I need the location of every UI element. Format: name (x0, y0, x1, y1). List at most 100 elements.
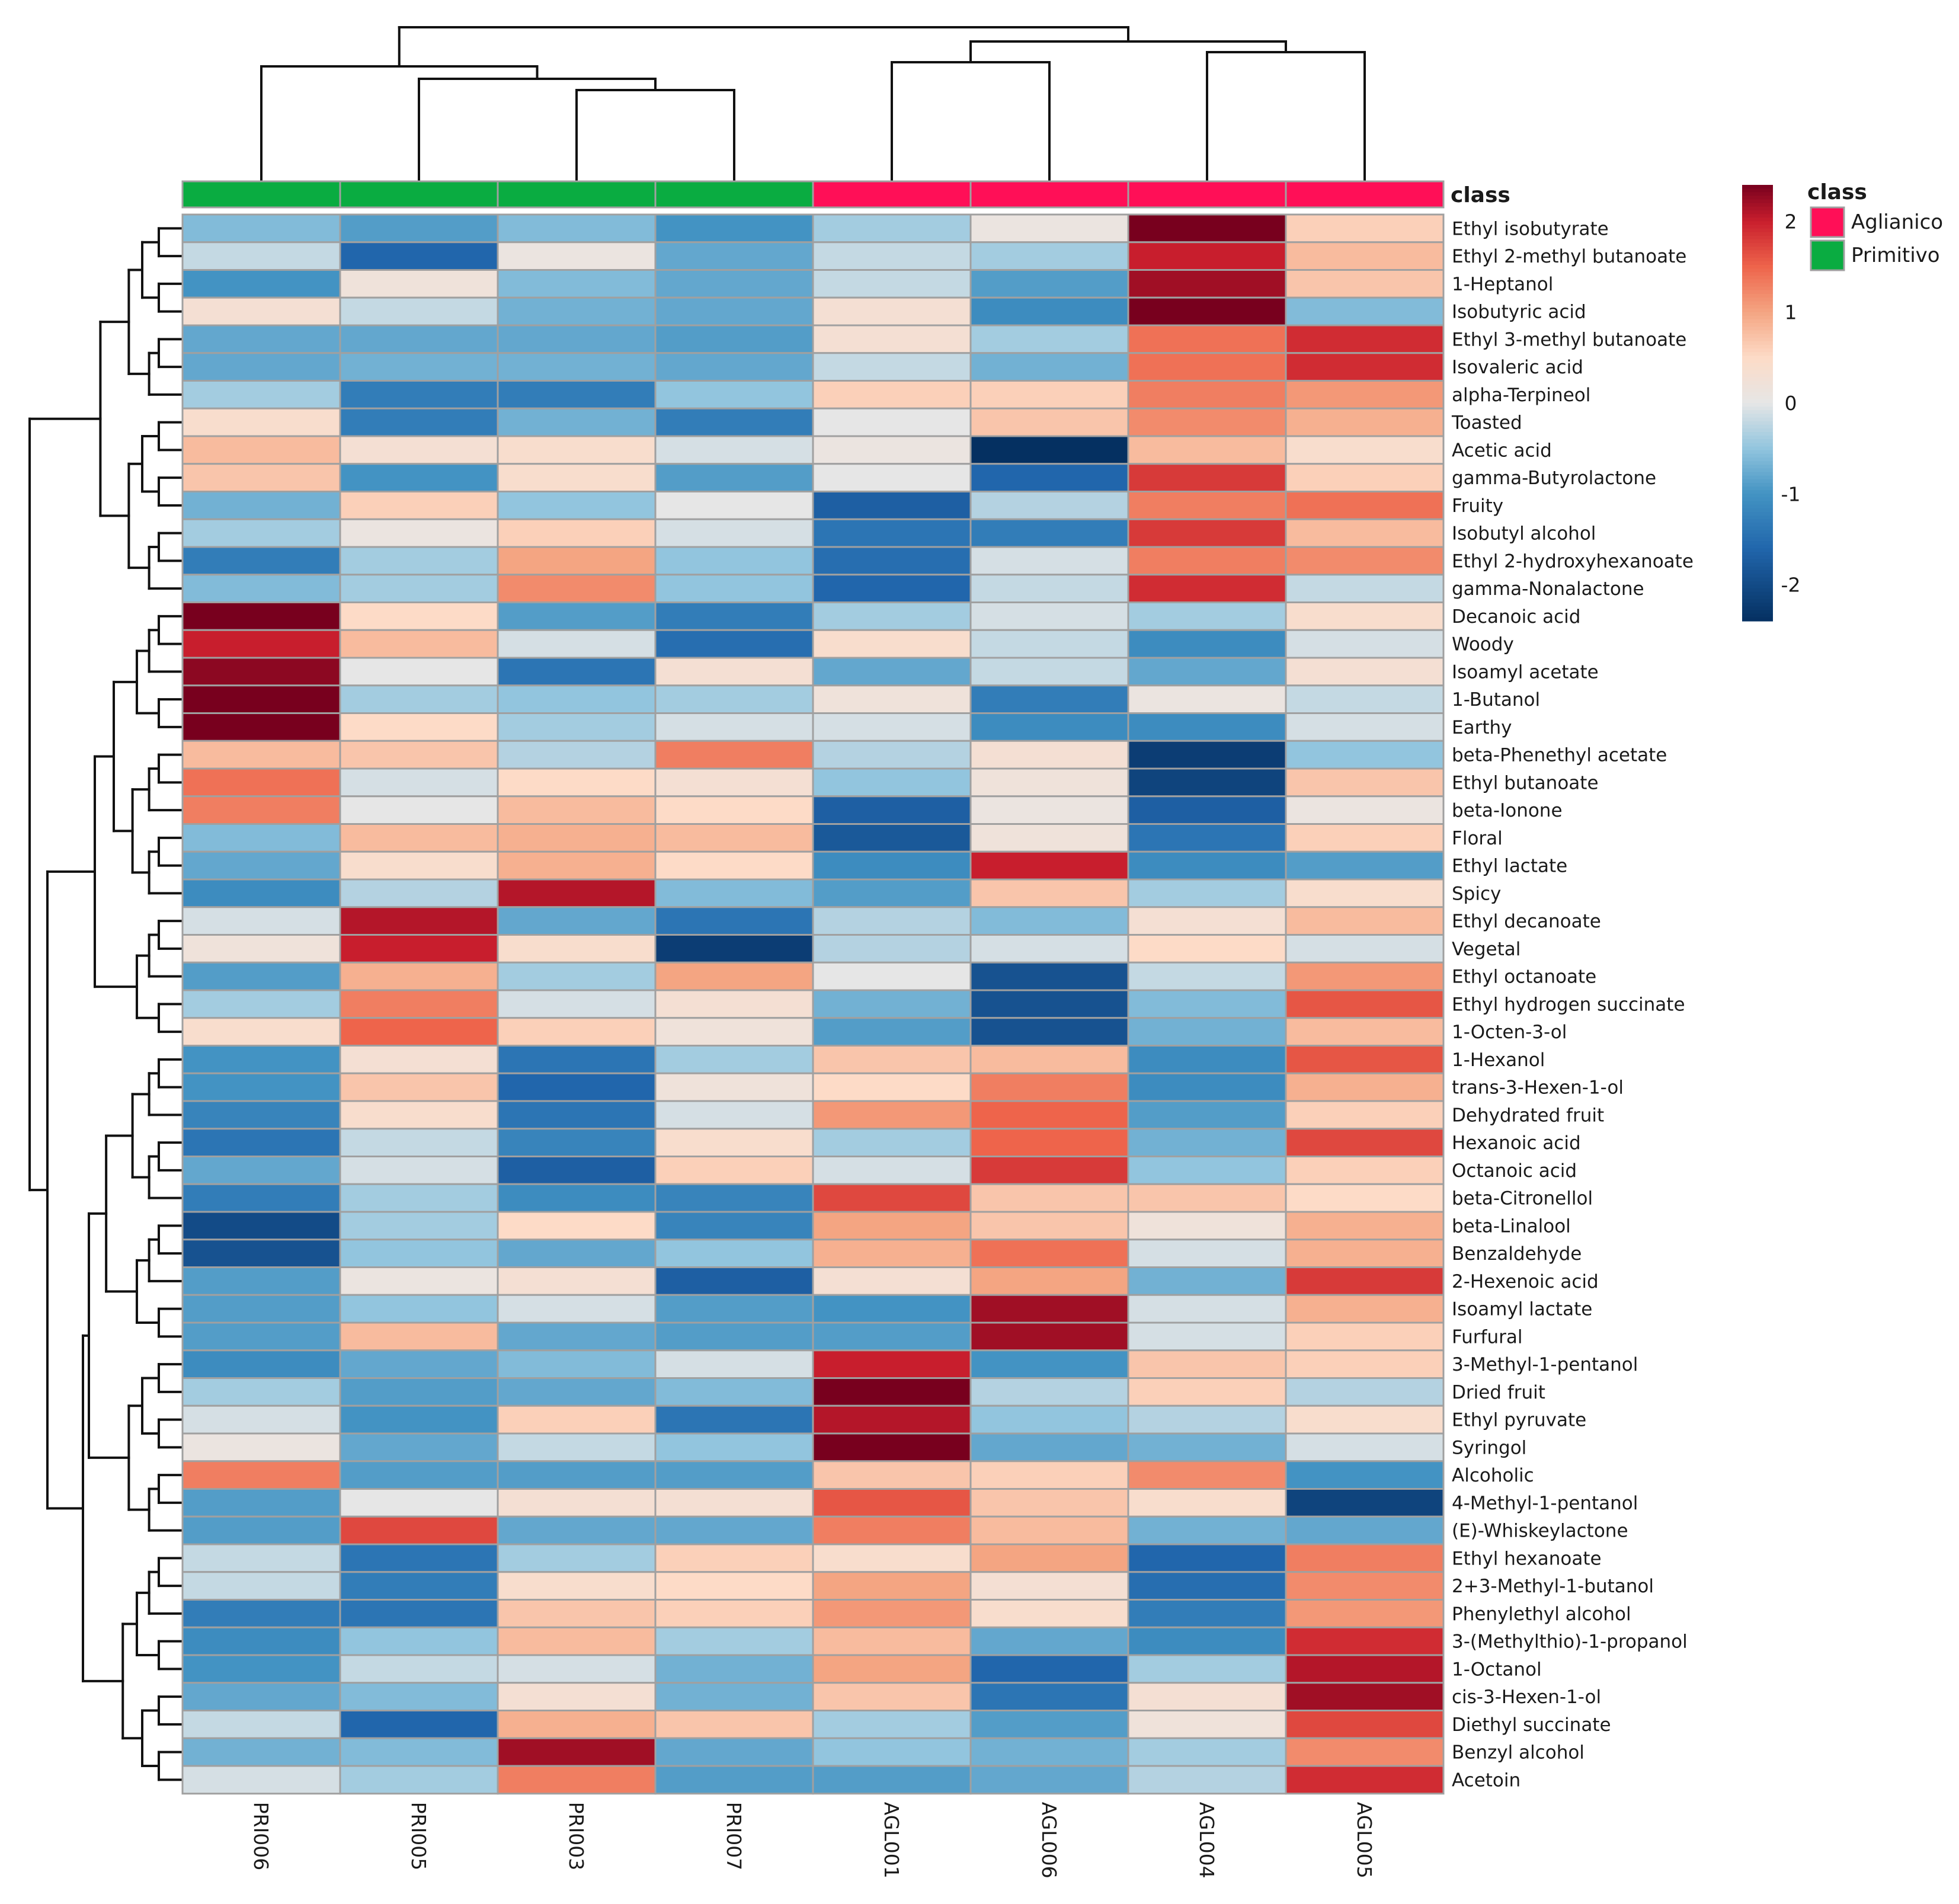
colorbar-segment (1742, 308, 1773, 313)
heatmap-cell (497, 1543, 657, 1573)
heatmap-cell (654, 1100, 814, 1130)
heatmap-cell (812, 989, 972, 1019)
heatmap-cell (1285, 684, 1445, 714)
heatmap-cell (1127, 629, 1287, 659)
heatmap-cell (181, 1599, 341, 1628)
heatmap-cell (1285, 380, 1445, 409)
column-labels: PRI006 PRI005 PRI003 PRI007 AGL001 AGL006 AGL0… (249, 1802, 1376, 1879)
colorbar-segment (1742, 264, 1773, 269)
heatmap-cell (1127, 380, 1287, 409)
heatmap-cell (181, 1543, 341, 1573)
heatmap-cell (497, 712, 657, 742)
heatmap-cell (497, 906, 657, 936)
heatmap-cell (339, 1515, 499, 1545)
heatmap-cell (1285, 1460, 1445, 1490)
row-label: Floral (1452, 828, 1503, 849)
heatmap-cell (1285, 1654, 1445, 1684)
heatmap-cell (1127, 1737, 1287, 1767)
heatmap-cell (969, 1156, 1129, 1185)
colorbar-segment (1742, 221, 1773, 226)
heatmap-cell (969, 1239, 1129, 1268)
heatmap-cell (969, 1294, 1129, 1324)
colorbar-segment (1742, 468, 1773, 473)
heatmap-cell (339, 1349, 499, 1379)
heatmap-cell (812, 1654, 972, 1684)
heatmap-cell (812, 1432, 972, 1463)
heatmap-cell (969, 463, 1129, 492)
heatmap-cell (339, 574, 499, 603)
heatmap-cell (1285, 1543, 1445, 1573)
heatmap-cell (654, 407, 814, 437)
heatmap-cell (339, 241, 499, 271)
heatmap-cell (1285, 491, 1445, 520)
heatmap-cell (497, 961, 657, 991)
heatmap-cell (1285, 352, 1445, 382)
heatmap-cell (181, 989, 341, 1019)
heatmap-cell (339, 213, 499, 244)
colorbar-segment (1742, 352, 1773, 356)
heatmap-cell (497, 352, 657, 382)
row-label: gamma-Nonalactone (1452, 578, 1644, 600)
colorbar-segment (1742, 257, 1773, 262)
heatmap-cell (497, 795, 657, 825)
heatmap-cell (339, 1488, 499, 1518)
heatmap-cell (654, 1072, 814, 1102)
heatmap-cell (181, 574, 341, 603)
colorbar-segment (1742, 185, 1773, 189)
heatmap-cell (654, 1349, 814, 1379)
heatmap-cell (339, 1765, 499, 1795)
heatmap-cell (654, 1543, 814, 1573)
heatmap-cell (969, 1571, 1129, 1601)
heatmap-cell (181, 213, 341, 244)
color-scale-bar (1742, 185, 1773, 622)
colorbar-segment (1742, 574, 1773, 578)
heatmap-cell (654, 1460, 814, 1490)
class-bar-cell (969, 180, 1129, 209)
heatmap-cell (1127, 1377, 1287, 1407)
heatmap-cell (181, 767, 341, 798)
colorbar-segment (1742, 228, 1773, 233)
heatmap-cell (1127, 1100, 1287, 1130)
heatmap-cell (1127, 850, 1287, 881)
heatmap-cell (812, 850, 972, 881)
heatmap-cell (654, 1211, 814, 1241)
heatmap-cell (339, 1017, 499, 1047)
heatmap-cell (1127, 1045, 1287, 1074)
heatmap-cell (1127, 1654, 1287, 1684)
heatmap-cell (181, 1488, 341, 1518)
colorbar-segment (1742, 450, 1773, 455)
heatmap-cell (497, 1183, 657, 1213)
row-label: Isoamyl acetate (1452, 661, 1599, 683)
heatmap-cell (1127, 823, 1287, 853)
heatmap-cell (654, 1294, 814, 1324)
heatmap-cell (339, 1321, 499, 1352)
heatmap-cell (1127, 1349, 1287, 1379)
heatmap-cell (812, 518, 972, 548)
heatmap-cell (969, 1321, 1129, 1352)
heatmap-cell (812, 352, 972, 382)
heatmap-cell (497, 1045, 657, 1074)
heatmap-cell (497, 1432, 657, 1463)
colorbar-segment (1742, 508, 1773, 513)
heatmap-cell (812, 1128, 972, 1157)
heatmap-cell (654, 213, 814, 244)
colorbar-segment (1742, 526, 1773, 531)
heatmap-cell (812, 1045, 972, 1074)
row-label: Acetic acid (1452, 440, 1552, 461)
column-label: AGL005 (1353, 1802, 1376, 1879)
heatmap-cell (969, 1737, 1129, 1767)
heatmap-cell (654, 1599, 814, 1628)
heatmap-cell (1285, 1599, 1445, 1628)
heatmap-cell (654, 269, 814, 299)
heatmap-cell (812, 463, 972, 492)
heatmap-cell (969, 1432, 1129, 1463)
colorbar-segment (1742, 305, 1773, 309)
heatmap-cell (969, 1045, 1129, 1074)
row-label: Ethyl 2-hydroxyhexanoate (1452, 551, 1694, 572)
heatmap-cell (497, 989, 657, 1019)
heatmap-cell (497, 1100, 657, 1130)
heatmap-cell (181, 1349, 341, 1379)
heatmap-cell (181, 1571, 341, 1601)
heatmap-cell (1285, 269, 1445, 299)
